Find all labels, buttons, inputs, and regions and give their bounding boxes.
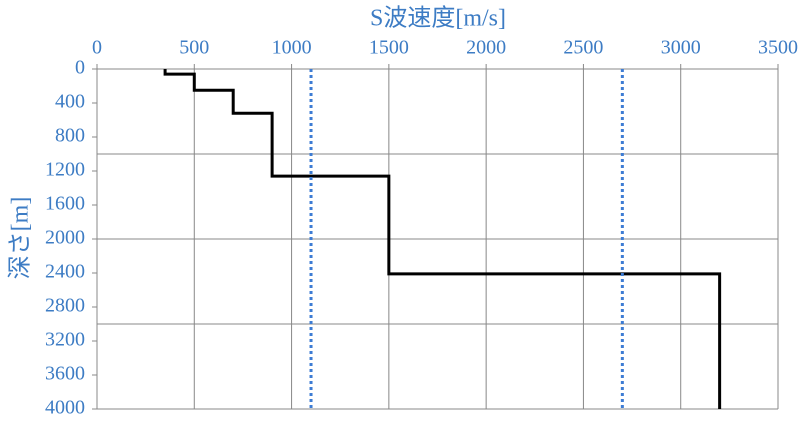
x-tick-label: 2000 [466,37,506,59]
y-tick-label: 2800 [45,295,85,317]
x-tick-label: 0 [92,37,102,59]
y-axis-label: 深さ[m] [7,197,34,280]
y-tick-label: 2400 [45,261,85,283]
x-tick-label: 3500 [758,37,798,59]
y-tick-label: 800 [55,125,85,147]
y-tick-label: 400 [55,91,85,113]
y-tick-label: 4000 [45,397,85,419]
y-tick-label: 1600 [45,193,85,215]
x-tick-label: 1000 [272,37,312,59]
x-tick-label: 1500 [369,37,409,59]
x-tick-label: 500 [179,37,209,59]
y-tick-label: 0 [75,57,85,79]
data-line [163,69,722,409]
y-tick-label: 3200 [45,329,85,351]
y-tick-label: 2000 [45,227,85,249]
x-tick-label: 2500 [563,37,603,59]
x-tick-label: 3000 [661,37,701,59]
chart-title: S波速度[m/s] [370,5,506,32]
y-tick-label: 3600 [45,363,85,385]
y-tick-label: 1200 [45,159,85,181]
